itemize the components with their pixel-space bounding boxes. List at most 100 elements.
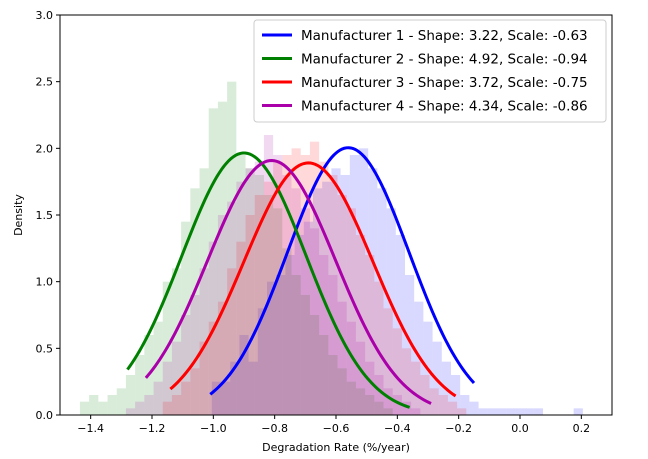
histogram-bar <box>309 315 320 415</box>
histogram-bar <box>125 408 136 415</box>
histogram-bar <box>135 401 145 415</box>
histogram-bar <box>254 161 264 415</box>
curve-layer <box>126 146 476 409</box>
histogram-bar <box>190 368 200 415</box>
histogram-bar <box>383 388 393 415</box>
histogram-bar <box>227 81 237 416</box>
histogram-bar <box>217 301 228 415</box>
histogram-bar <box>171 268 182 415</box>
histogram-bar <box>135 355 145 415</box>
y-axis-ticks: 0.0 0.5 1.0 1.5 2.0 2.5 3.0 <box>36 9 60 422</box>
legend-label: Manufacturer 4 - Shape: 4.34, Scale: -0.… <box>301 99 588 115</box>
histogram-bar <box>365 361 375 415</box>
legend-item: Manufacturer 3 - Shape: 3.72, Scale: -0.… <box>262 75 588 91</box>
histogram-bar <box>368 168 378 415</box>
histogram-bar <box>383 408 393 415</box>
legend-label: Manufacturer 2 - Shape: 4.92, Scale: -0.… <box>301 52 588 68</box>
histogram-bar <box>346 321 356 415</box>
histogram-bar <box>199 268 209 415</box>
histogram-bar <box>401 401 412 415</box>
histogram-bar <box>438 395 448 415</box>
histogram-bar <box>460 395 470 415</box>
histogram-bar <box>469 401 479 415</box>
histogram-bar <box>374 401 384 415</box>
y-tick-label: 2.5 <box>36 76 54 89</box>
histogram-bar <box>319 335 329 415</box>
histogram-bar <box>300 295 310 415</box>
histogram-bar <box>248 361 258 415</box>
histogram-bar <box>331 168 341 415</box>
histogram-bar <box>236 241 246 415</box>
histogram-bar <box>346 208 356 415</box>
histogram-bar <box>420 375 430 415</box>
histogram-bar <box>291 148 301 416</box>
histogram-bar <box>257 308 267 415</box>
histogram-bar <box>377 188 387 415</box>
histogram-bar <box>365 395 375 415</box>
histogram-bar <box>487 408 497 415</box>
histogram-bar <box>162 401 172 415</box>
histogram-bar <box>355 341 366 415</box>
histogram-bar <box>313 188 323 415</box>
histogram-bar <box>273 161 283 415</box>
histogram-bar <box>285 255 295 415</box>
histogram-bar <box>181 381 191 415</box>
histogram-bar <box>291 188 301 415</box>
histogram-bar <box>217 215 228 415</box>
histogram-bar <box>282 248 292 415</box>
histogram-bar <box>221 381 231 415</box>
legend-item: Manufacturer 4 - Shape: 4.34, Scale: -0.… <box>262 99 588 115</box>
histogram-bar <box>374 281 384 415</box>
histogram-bar <box>89 395 99 415</box>
histogram-bar <box>125 375 136 415</box>
histogram-bar <box>239 335 249 415</box>
histogram-bar <box>181 221 191 415</box>
histogram-bar <box>282 155 292 415</box>
legend-label: Manufacturer 3 - Shape: 3.72, Scale: -0.… <box>301 75 588 91</box>
y-tick-label: 1.0 <box>36 276 54 289</box>
histogram-bar <box>153 381 163 415</box>
histogram-bar <box>208 108 218 415</box>
histogram-bar <box>245 215 255 415</box>
histogram-bar <box>227 268 237 415</box>
x-tick-label: −1.2 <box>139 422 166 435</box>
histogram-series-3 <box>162 141 467 416</box>
x-tick-label: 0.2 <box>573 422 591 435</box>
histogram-bar <box>392 328 402 415</box>
histogram-bar <box>294 235 304 415</box>
histogram-bar <box>236 181 246 415</box>
histogram-bar <box>319 161 329 415</box>
histogram-bar <box>383 308 393 415</box>
histogram-bar <box>524 408 534 415</box>
x-axis-label: Degradation Rate (%/year) <box>262 441 410 454</box>
histogram-bar <box>340 175 350 415</box>
histogram-bar <box>337 301 347 415</box>
legend: Manufacturer 1 - Shape: 3.22, Scale: -0.… <box>253 19 607 123</box>
fit-curve-series-3 <box>169 161 457 398</box>
histogram-bar <box>245 168 255 415</box>
histogram-bar <box>328 275 338 415</box>
histogram-series-2 <box>79 81 393 416</box>
fit-curve-series-2 <box>126 151 411 409</box>
x-tick-label: −1.0 <box>200 422 227 435</box>
histogram-bar <box>355 235 366 415</box>
y-tick-label: 0.5 <box>36 342 54 355</box>
histogram-bar <box>276 275 286 415</box>
histogram-bar <box>457 408 467 415</box>
y-tick-label: 2.0 <box>36 142 54 155</box>
histogram-bar <box>227 201 237 415</box>
histogram-bar <box>230 361 240 415</box>
histogram-bar <box>447 401 458 415</box>
x-tick-label: −0.2 <box>445 422 472 435</box>
histogram-bar <box>79 401 90 415</box>
histogram-bar <box>273 155 283 415</box>
histogram-bar <box>107 395 117 415</box>
histogram-bar <box>533 408 543 415</box>
legend-label: Manufacturer 1 - Shape: 3.22, Scale: -0.… <box>301 28 588 44</box>
histogram-bar <box>208 321 218 415</box>
histogram-series-1 <box>211 148 583 416</box>
histogram-bar <box>282 175 292 415</box>
histogram-bar <box>144 395 154 415</box>
